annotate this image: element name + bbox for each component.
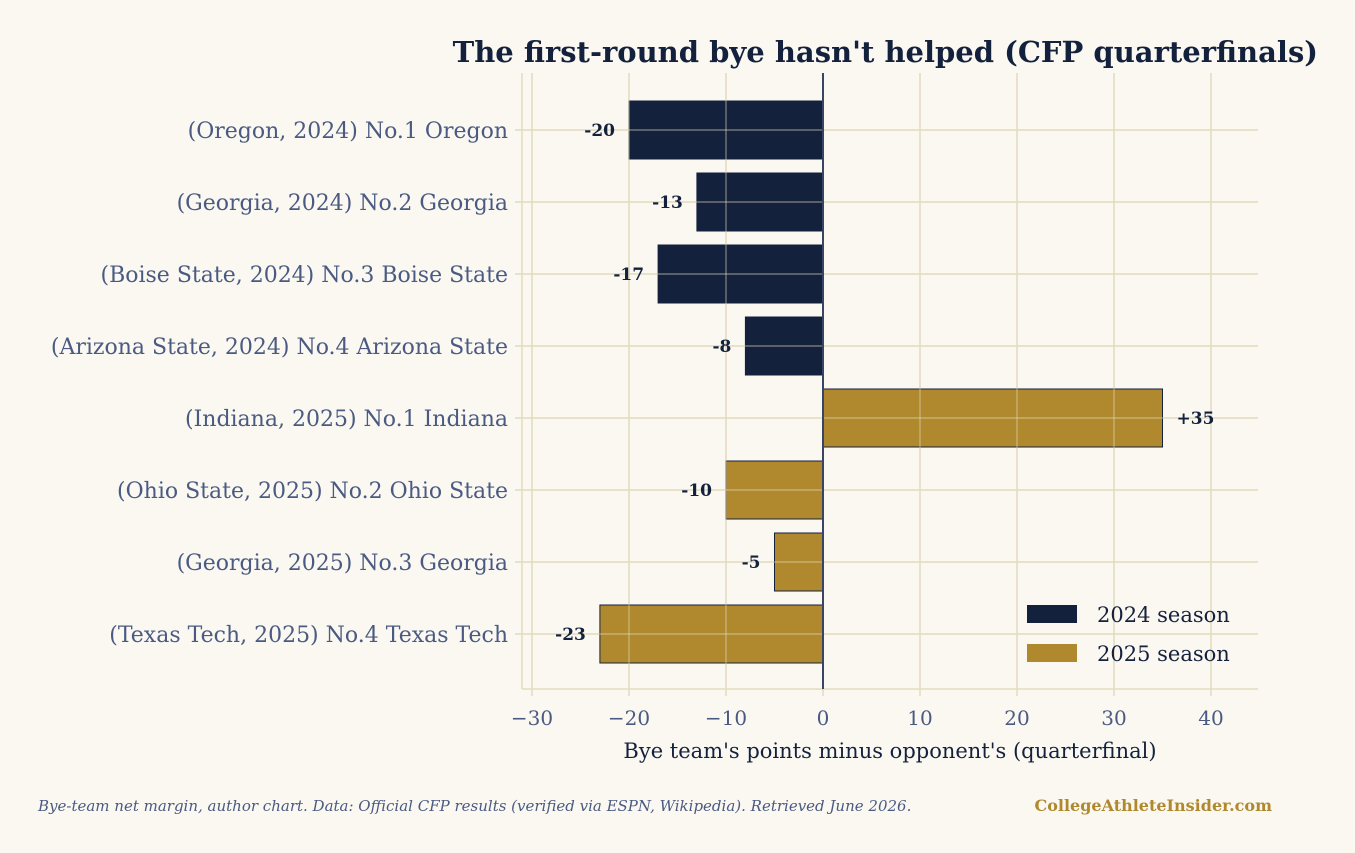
x-tick-labels: −30 −20 −10 0 10 20 30 40: [511, 689, 1224, 730]
x-tick-label: 20: [1004, 706, 1029, 730]
category-label: (Georgia, 2024) No.2 Georgia: [177, 191, 508, 216]
grid: [522, 73, 1258, 689]
category-label: (Indiana, 2025) No.1 Indiana: [185, 407, 508, 432]
x-tick-label: 40: [1198, 706, 1223, 730]
category-label: (Ohio State, 2025) No.2 Ohio State: [117, 479, 508, 504]
bar-value-label: -13: [652, 193, 683, 213]
x-tick-label: −30: [511, 706, 553, 730]
category-labels: (Oregon, 2024) No.1 Oregon (Georgia, 2024…: [51, 119, 522, 648]
legend: 2024 season 2025 season: [1027, 603, 1230, 666]
legend-swatch-2024: [1027, 605, 1077, 623]
bar-value-label: +35: [1177, 409, 1215, 429]
category-label: (Oregon, 2024) No.1 Oregon: [188, 119, 508, 144]
bar-value-label: -17: [613, 265, 644, 285]
category-label: (Texas Tech, 2025) No.4 Texas Tech: [109, 623, 508, 648]
x-tick-label: 0: [817, 706, 830, 730]
x-tick-label: 30: [1101, 706, 1126, 730]
legend-label-2025: 2025 season: [1097, 642, 1230, 666]
x-tick-label: 10: [907, 706, 932, 730]
x-axis-label: Bye team's points minus opponent's (quar…: [623, 739, 1156, 763]
category-label: (Arizona State, 2024) No.4 Arizona State: [51, 335, 508, 360]
footer-note: Bye-team net margin, author chart. Data:…: [37, 797, 911, 815]
chart-title: The first-round bye hasn't helped (CFP q…: [453, 35, 1318, 69]
value-labels: -20 -13 -17 -8 +35 -10 -5 -23: [555, 121, 1214, 645]
bar-value-label: -5: [742, 553, 761, 573]
legend-swatch-2025: [1027, 644, 1077, 662]
category-label: (Georgia, 2025) No.3 Georgia: [177, 551, 508, 576]
bar-value-label: -8: [713, 337, 732, 357]
legend-label-2024: 2024 season: [1097, 603, 1230, 627]
x-tick-label: −20: [608, 706, 650, 730]
bar-value-label: -10: [681, 481, 712, 501]
grid-overlay: [522, 73, 1258, 689]
category-label: (Boise State, 2024) No.3 Boise State: [100, 263, 508, 288]
x-tick-label: −10: [705, 706, 747, 730]
footer-brand: CollegeAthleteInsider.com: [1034, 796, 1272, 815]
bars: [599, 100, 1163, 664]
bar-value-label: -20: [584, 121, 615, 141]
axes: [521, 73, 1258, 690]
bar-value-label: -23: [555, 625, 586, 645]
